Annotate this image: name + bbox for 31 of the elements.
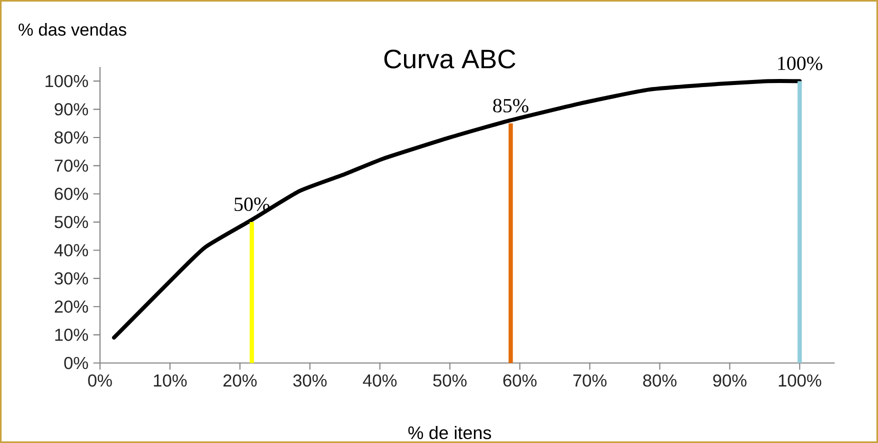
x-tick-label: 0% [88, 374, 112, 387]
x-tick-label: 80% [643, 374, 676, 387]
y-tick-label: 60% [54, 188, 88, 200]
bar [508, 123, 513, 363]
x-tick-label: 90% [713, 374, 746, 387]
y-tick-label: 50% [54, 216, 88, 228]
x-axis-title: % de itens [408, 426, 492, 440]
y-tick-label: 90% [54, 103, 88, 116]
x-tick-label: 20% [223, 374, 257, 387]
x-tick-label: 10% [154, 374, 187, 387]
bar [250, 222, 254, 363]
y-tick-label: 20% [54, 300, 88, 313]
y-tick-label: 0% [64, 356, 88, 370]
y-tick-label: 10% [55, 328, 88, 341]
y-axis-title: % das vendas [18, 23, 126, 36]
y-tick-label: 40% [54, 244, 88, 256]
y-tick-label: 30% [54, 272, 88, 285]
line-series [112, 78, 802, 340]
x-tick-label: 100% [778, 374, 822, 387]
data-label: 85% [493, 98, 528, 112]
x-tick-label: 50% [433, 374, 467, 387]
chart-title: Curva ABC [384, 50, 516, 68]
y-tick-label: 100% [46, 74, 88, 88]
y-tick-label: 80% [54, 131, 88, 144]
x-tick-label: 30% [293, 374, 327, 387]
x-tick-label: 70% [573, 374, 607, 387]
x-tick-label: 40% [362, 374, 397, 387]
y-tick-label: 70% [54, 160, 88, 172]
x-tick-label: 60% [503, 374, 537, 387]
bar [798, 81, 802, 363]
data-label: 100% [778, 56, 822, 70]
